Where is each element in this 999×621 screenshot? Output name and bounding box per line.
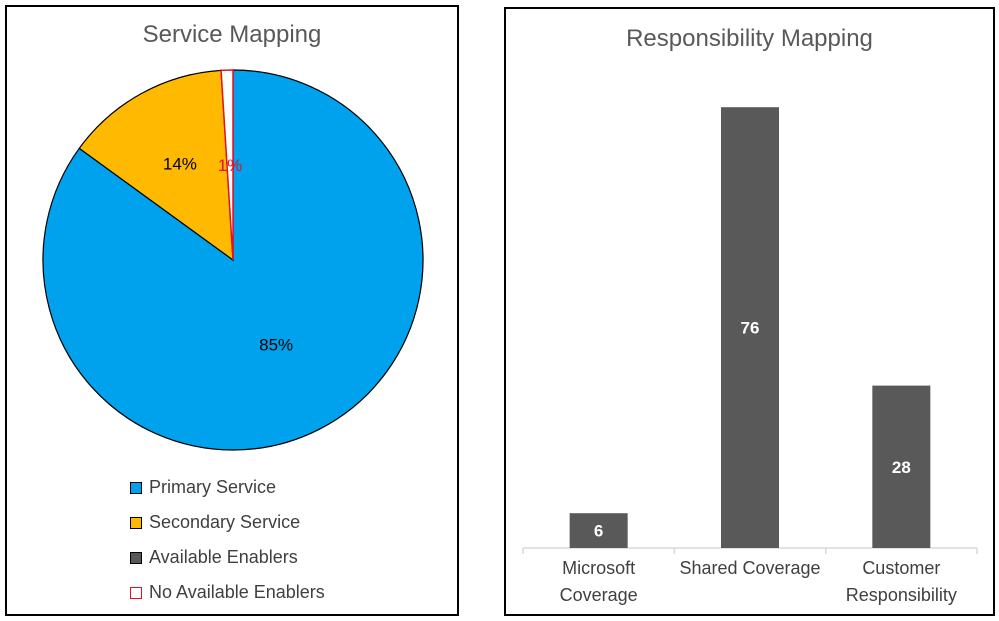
pie-data-label: 1% [218,156,243,175]
bar-customer-responsibility [872,385,931,548]
bar-microsoft-coverage [569,513,628,548]
legend-swatch [130,516,142,529]
pie-plot-area: 85% 14% 1% [42,69,424,451]
pie-slice-secondary-service [78,69,234,262]
pie-data-label: 14% [163,154,197,173]
legend-swatch [130,551,142,564]
chart-title: Responsibility Mapping [626,25,873,52]
category-label: Customer Responsibility [845,558,957,605]
legend-label: Primary Service [149,477,277,497]
bar-shared-coverage [721,107,779,548]
responsibility-mapping-chart: Responsibility Mapping 6 76 28 Microsoft Co… [504,7,995,616]
legend-label: No Available Enablers [149,582,325,602]
category-label: Microsoft Coverage [559,558,638,605]
pie-legend: Primary Service Secondary Service Availabl… [130,470,325,610]
legend-item: Available Enablers [130,540,325,575]
legend-item: No Available Enablers [130,575,325,610]
pie-data-label: 85% [259,336,293,355]
legend-swatch [130,481,142,494]
legend-label: Available Enablers [149,547,298,567]
service-mapping-chart: Service Mapping 85% 14% 1% Primary Service… [5,5,459,616]
legend-swatch [130,586,142,599]
bar-data-label: 6 [594,522,603,541]
category-label: Shared Coverage [679,558,821,578]
legend-item: Primary Service [130,470,325,505]
chart-title: Service Mapping [142,21,322,48]
bar-data-label: 28 [892,458,911,477]
legend-label: Secondary Service [149,512,301,532]
bar-plot-area: 6 76 28 [522,107,978,554]
legend-item: Secondary Service [130,505,325,540]
bar-data-label: 76 [741,319,760,338]
pie-slice-no-available-enablers [220,69,234,261]
